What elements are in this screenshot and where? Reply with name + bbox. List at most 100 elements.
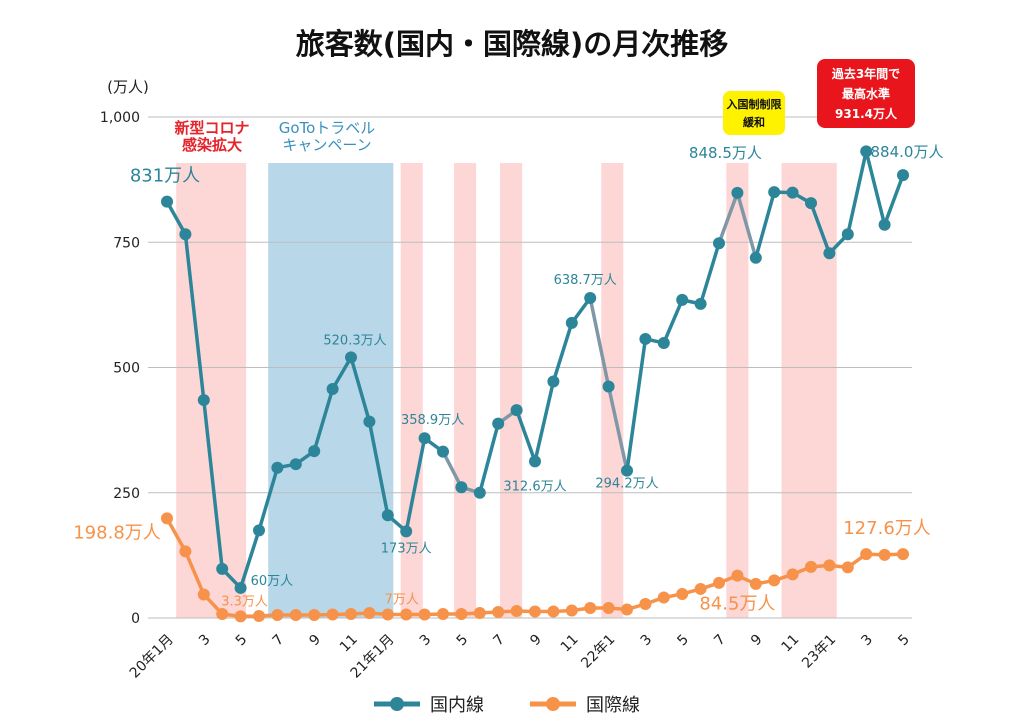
international-point (897, 548, 909, 561)
domestic-point (841, 228, 854, 241)
domestic-point (253, 524, 265, 537)
international-point (455, 607, 468, 620)
international-point (841, 561, 854, 574)
domestic-point (897, 169, 909, 182)
international-point (786, 568, 799, 581)
data-labels: 831万人 60万人 520.3万人 173万人 358.9万人 312.6万人 638.7… (73, 143, 943, 615)
domestic-line-segment (846, 149, 868, 236)
international-point (621, 603, 633, 616)
domestic-line-segment (165, 199, 188, 236)
annotation-goto-line1: GoToトラベル (279, 119, 376, 137)
international-data-label: 198.8万人 (73, 522, 161, 543)
y-tick-label: 0 (131, 611, 140, 627)
y-axis-ticks: 0 250 500 750 1,000 (100, 110, 140, 627)
annotation-goto-line2: キャンペーン (282, 136, 371, 154)
international-point (749, 577, 762, 590)
domestic-point (400, 525, 413, 538)
domestic-point (565, 316, 578, 329)
domestic-point (749, 251, 762, 264)
international-point (529, 605, 541, 618)
domestic-point (216, 562, 229, 575)
international-point (418, 608, 431, 621)
international-point (216, 607, 229, 620)
domestic-point (768, 186, 781, 199)
domestic-point (860, 145, 873, 158)
shaded-period-covid (454, 163, 477, 618)
international-point (308, 608, 321, 621)
domestic-line-segment (754, 190, 776, 260)
international-line-segment (183, 549, 206, 597)
series-points (161, 145, 909, 623)
domestic-data-label: 848.5万人 (689, 144, 762, 162)
annotation-border-box (723, 91, 785, 135)
domestic-point (363, 415, 376, 428)
domestic-point (492, 417, 505, 430)
domestic-point (602, 380, 615, 393)
domestic-data-label: 312.6万人 (503, 479, 566, 494)
domestic-point (621, 464, 633, 477)
annotation-goto: GoToトラベル キャンペーン (279, 119, 376, 154)
domestic-point (510, 404, 523, 417)
international-point (547, 605, 560, 618)
domestic-point (179, 228, 192, 241)
domestic-point (308, 445, 321, 458)
legend-domestic-label: 国内線 (430, 695, 484, 716)
domestic-point (529, 455, 541, 468)
international-point (492, 605, 505, 618)
international-point (823, 559, 836, 572)
international-point (161, 512, 173, 525)
shaded-period-covid (781, 163, 837, 618)
shaded-periods (176, 163, 837, 618)
domestic-data-label: 173万人 (381, 541, 432, 556)
international-point (381, 608, 394, 621)
international-data-label: 127.6万人 (843, 518, 931, 539)
domestic-point (878, 218, 891, 231)
domestic-line-segment (478, 421, 500, 495)
annotation-border-easing: 入国制制限 緩和 (723, 91, 785, 135)
annotation-covid: 新型コロナ 感染拡大 (174, 119, 249, 154)
annotation-border-line1: 入国制制限 (727, 97, 782, 111)
legend: 国内線 国際線 (374, 695, 640, 716)
domestic-point (713, 237, 725, 250)
international-point (584, 601, 597, 614)
international-point (437, 607, 449, 620)
annotation-covid-line2: 感染拡大 (182, 136, 242, 154)
domestic-data-label: 638.7万人 (554, 273, 617, 288)
domestic-line-segment (551, 321, 574, 384)
domestic-line-segment (698, 241, 721, 306)
domestic-line-segment (514, 408, 537, 464)
domestic-point (326, 383, 339, 396)
domestic-point (345, 351, 357, 364)
international-point (860, 548, 873, 561)
y-tick-label: 1,000 (100, 110, 140, 126)
international-point (878, 548, 891, 561)
international-point (657, 591, 670, 604)
domestic-data-label: 358.9万人 (401, 413, 464, 428)
domestic-data-label: 831万人 (130, 166, 200, 187)
annotation-peak-box (817, 59, 915, 128)
domestic-point (381, 509, 394, 522)
international-point (473, 606, 486, 619)
domestic-point (161, 195, 173, 208)
domestic-line-segment (533, 379, 556, 464)
domestic-line-segment (717, 191, 740, 246)
annotation-peak-line3: 931.4万人 (835, 106, 898, 121)
international-point (713, 576, 725, 589)
international-point (271, 608, 284, 621)
annotation-peak-line1: 過去3年間で (831, 66, 900, 81)
legend-international-label: 国際線 (586, 695, 640, 716)
international-point (565, 604, 578, 617)
domestic-line-segment (183, 232, 206, 402)
domestic-point (731, 186, 744, 199)
domestic-point (197, 394, 210, 407)
annotation-peak: 過去3年間で 最高水準 931.4万人 (817, 59, 915, 128)
international-line-segment (165, 516, 188, 554)
annotation-covid-line1: 新型コロナ (174, 119, 249, 137)
international-point (510, 604, 523, 617)
international-point (602, 601, 615, 614)
domestic-line-segment (809, 201, 832, 256)
international-point (805, 560, 817, 573)
domestic-point (676, 293, 689, 306)
international-point (676, 587, 689, 600)
